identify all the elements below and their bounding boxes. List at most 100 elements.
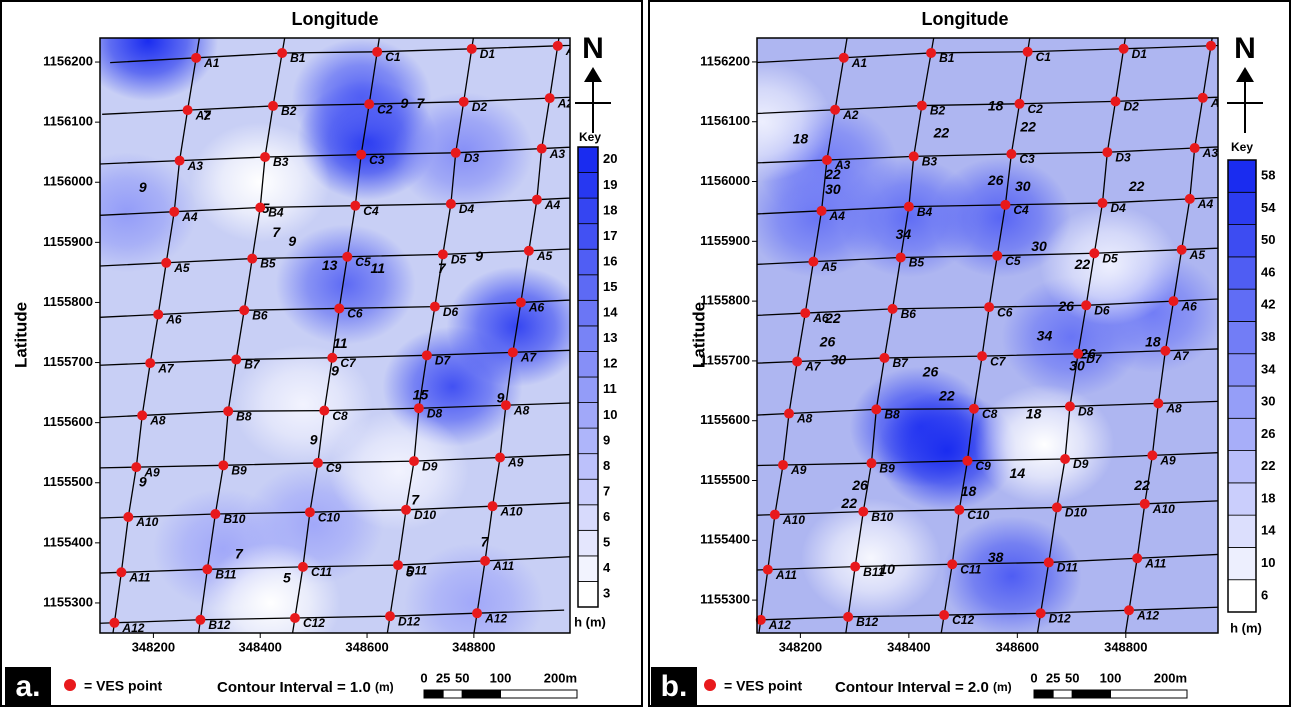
ves-point xyxy=(450,147,461,158)
scale-label: 100 xyxy=(1100,670,1122,685)
ves-point xyxy=(830,104,841,115)
ves-point xyxy=(947,559,958,570)
contour-label: 11 xyxy=(370,260,385,276)
ves-point xyxy=(1064,401,1075,412)
contour-label: 18 xyxy=(1026,405,1042,421)
ves-point-label: B6 xyxy=(901,307,917,321)
ves-point-label: D3 xyxy=(1115,150,1131,164)
ves-point xyxy=(515,297,526,308)
x-tick-label: 348200 xyxy=(132,639,175,654)
key-band xyxy=(1227,288,1257,322)
north-label: N xyxy=(582,32,604,65)
ves-point xyxy=(161,257,172,268)
ves-point-label: D12 xyxy=(1049,611,1071,625)
ves-point-label: D4 xyxy=(459,202,475,216)
key-band xyxy=(577,172,599,199)
key-unit: h (m) xyxy=(1230,620,1262,635)
contour-label: 7 xyxy=(235,546,244,562)
y-tick-label: 1155900 xyxy=(43,234,93,249)
contour-label: 26 xyxy=(1079,346,1096,362)
ves-point-label: D11 xyxy=(1057,561,1078,575)
ves-point xyxy=(137,410,148,421)
y-tick-label: 1156200 xyxy=(43,53,93,68)
ves-point xyxy=(816,205,827,216)
ves-point-label: B3 xyxy=(273,155,289,169)
ves-point xyxy=(783,408,794,419)
contour-label: 22 xyxy=(824,166,841,182)
ves-point-label: A11 xyxy=(1144,556,1166,570)
ves-point-label: A8 xyxy=(1165,402,1182,416)
ves-point xyxy=(523,245,534,256)
contour-label: 9 xyxy=(139,179,147,195)
key-band xyxy=(1227,159,1257,193)
ves-point-label: A2 xyxy=(1210,96,1227,110)
ves-point xyxy=(409,456,420,467)
ves-point-label: A1 xyxy=(851,56,868,70)
contour-label: 5 xyxy=(406,564,414,580)
contour-label: 26 xyxy=(987,172,1004,188)
ves-point-label: D7 xyxy=(1086,352,1103,366)
contour-spot xyxy=(275,224,416,345)
scale-label: 100 xyxy=(490,670,512,685)
ves-point-label: D9 xyxy=(1073,457,1089,471)
y-tick-label: 1155900 xyxy=(700,233,750,248)
scale-segment xyxy=(461,689,501,699)
ves-point-label: D5 xyxy=(451,253,467,267)
ves-point xyxy=(123,512,134,523)
y-tick-label: 1155800 xyxy=(700,293,750,308)
ves-point xyxy=(531,194,542,205)
contour-label: 9 xyxy=(288,233,296,249)
ves-point xyxy=(372,46,383,57)
ves-point xyxy=(939,610,950,621)
ves-point xyxy=(421,350,432,361)
ves-point xyxy=(977,351,988,362)
key-label: 16 xyxy=(603,253,617,268)
key-band xyxy=(577,529,599,557)
key-band xyxy=(577,376,599,403)
ves-point-label: A1 xyxy=(203,56,220,70)
ves-point-label: A9 xyxy=(790,463,807,477)
ves-point xyxy=(480,555,491,566)
ves-point-label: A4 xyxy=(1197,197,1214,211)
ves-point-label: C3 xyxy=(369,153,385,167)
ves-point xyxy=(808,256,819,267)
ves-point-label: A2 xyxy=(842,108,859,122)
key-label: 13 xyxy=(603,330,617,345)
survey-line xyxy=(758,38,848,633)
key-title: Key xyxy=(579,130,601,144)
contour-label: 22 xyxy=(933,124,950,140)
contour-spot xyxy=(757,61,833,182)
ves-point xyxy=(1124,605,1135,616)
ves-point xyxy=(202,564,213,575)
north-arrow xyxy=(584,67,602,82)
ves-point-label: D8 xyxy=(427,406,443,420)
ves-point-label: C1 xyxy=(1036,50,1052,64)
ves-point-label: C12 xyxy=(952,613,974,627)
contour-label: 18 xyxy=(793,130,809,146)
ves-point xyxy=(319,405,330,416)
ves-point xyxy=(327,352,338,363)
ves-point-label: A4 xyxy=(544,198,561,212)
ves-point-label: D9 xyxy=(422,459,438,473)
contour-spot xyxy=(1039,205,1180,326)
ves-point-label: A3 xyxy=(1202,146,1219,160)
ves-point xyxy=(1184,193,1195,204)
ves-point xyxy=(472,608,483,619)
ves-point-label: A10 xyxy=(1152,502,1175,516)
panel-label-box xyxy=(5,667,51,705)
ves-point xyxy=(145,358,156,369)
ves-point xyxy=(507,347,518,358)
panel-border xyxy=(648,0,1291,707)
ves-point xyxy=(458,96,469,107)
ves-point xyxy=(153,309,164,320)
north-arrow xyxy=(1236,67,1254,82)
ves-point-label: B5 xyxy=(260,257,276,271)
ves-point-label: D10 xyxy=(1065,506,1087,520)
ves-point-label: B4 xyxy=(917,205,933,219)
ves-point xyxy=(218,460,229,471)
key-band xyxy=(1227,579,1257,613)
ves-point-label: A12 xyxy=(484,611,507,625)
contour-spot xyxy=(329,410,470,531)
contour-label: 30 xyxy=(831,352,847,368)
ves-point-label: C2 xyxy=(1027,102,1043,116)
